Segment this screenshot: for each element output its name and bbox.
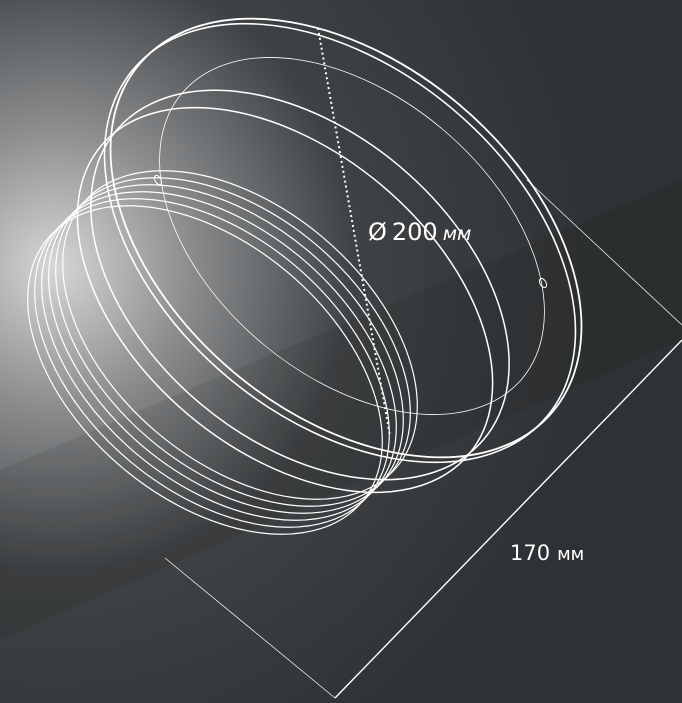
rear-flange-edge: [90, 89, 510, 481]
extension-line: [164, 557, 336, 699]
length-value: 170: [510, 541, 550, 565]
rib: [62, 170, 418, 500]
length-unit: мм: [557, 544, 584, 565]
pipe-body: [27, 170, 418, 535]
diameter-line: [317, 27, 391, 437]
inner-ring: [159, 57, 545, 415]
screw-hole: [538, 277, 548, 289]
diameter-value: 200: [392, 218, 438, 246]
dimension-line: [334, 339, 682, 699]
diameter-symbol: Ø: [368, 218, 387, 246]
front-flange-rim: [103, 22, 577, 464]
front-flange: [109, 17, 583, 459]
screw-hole: [153, 174, 163, 186]
diameter-unit: мм: [443, 223, 472, 245]
extension-line: [526, 179, 682, 326]
diameter-label: Ø 200 мм: [368, 218, 471, 246]
shadow: [0, 180, 682, 640]
length-label: 170 мм: [510, 541, 584, 565]
